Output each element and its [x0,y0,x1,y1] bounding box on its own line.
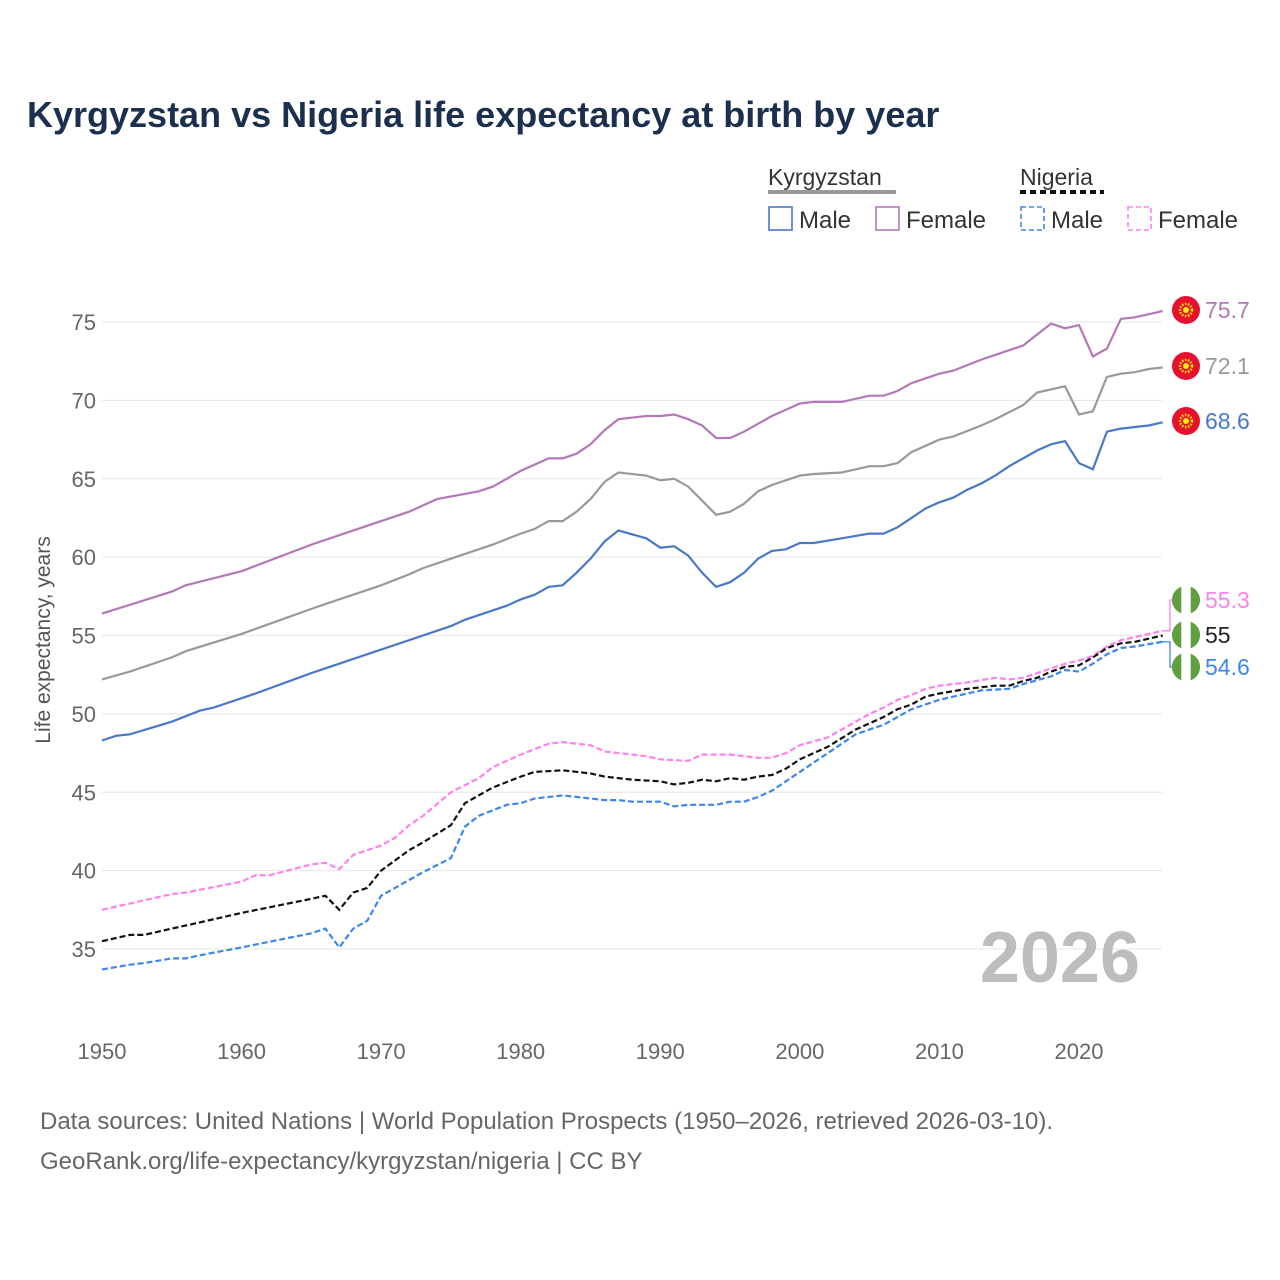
end-value-label: 68.6 [1205,408,1250,434]
y-tick-label: 40 [72,859,96,884]
legend-swatch[interactable] [1020,206,1045,231]
end-value-label: 75.7 [1205,297,1250,323]
legend-item-kyrgyzstan-male[interactable]: Male [799,207,851,234]
kyrgyzstan-flag-icon [1172,352,1200,380]
x-tick-label: 2010 [915,1039,964,1064]
series-line-nigeria-male [101,640,1163,971]
x-tick-label: 1980 [496,1039,545,1064]
end-value-label: 55 [1205,622,1231,648]
legend-item-kyrgyzstan-female[interactable]: Female [906,207,986,234]
x-tick-label: 1990 [636,1039,685,1064]
legend-item-nigeria-male[interactable]: Male [1051,207,1103,234]
legend-item-nigeria-female[interactable]: Female [1158,207,1238,234]
x-tick-label: 2000 [775,1039,824,1064]
y-tick-label: 60 [72,545,96,570]
end-value-label: 72.1 [1205,353,1250,379]
series-line-kyrgyzstan-male [101,421,1163,742]
x-tick-label: 1960 [217,1039,266,1064]
x-tick-label: 1950 [78,1039,127,1064]
y-tick-label: 70 [72,388,96,413]
x-tick-label: 2020 [1055,1039,1104,1064]
nigeria-flag-icon [1171,653,1201,681]
series-line-nigeria [101,634,1163,943]
y-tick-label: 35 [72,937,96,962]
data-source-text: Data sources: United Nations | World Pop… [40,1108,1054,1135]
legend-swatch[interactable] [768,206,793,231]
series-line-kyrgyzstan-female [101,309,1163,615]
y-axis-label: Life expectancy, years [32,536,55,743]
legend-swatch[interactable] [1127,206,1152,231]
end-value-label: 54.6 [1205,654,1250,680]
y-tick-label: 50 [72,702,96,727]
y-tick-label: 55 [72,624,96,649]
y-tick-label: 75 [72,310,96,335]
legend-group-kyrgyzstan: Kyrgyzstan [768,164,882,190]
series-line-nigeria-female [101,629,1163,911]
y-tick-label: 65 [72,467,96,492]
legend-group-nigeria: Nigeria [1020,164,1093,190]
legend-swatch[interactable] [875,206,900,231]
series-line-kyrgyzstan [101,366,1163,681]
chart-title: Kyrgyzstan vs Nigeria life expectancy at… [27,94,940,135]
nigeria-flag-icon [1171,621,1201,649]
y-tick-label: 45 [72,780,96,805]
end-value-label: 55.3 [1205,587,1250,613]
nigeria-flag-icon [1171,586,1201,614]
kyrgyzstan-flag-icon [1172,407,1200,435]
attribution-link[interactable]: GeoRank.org/life-expectancy/kyrgyzstan/n… [40,1148,643,1175]
year-watermark: 2026 [980,918,1140,998]
kyrgyzstan-flag-icon [1172,296,1200,324]
x-tick-label: 1970 [357,1039,406,1064]
